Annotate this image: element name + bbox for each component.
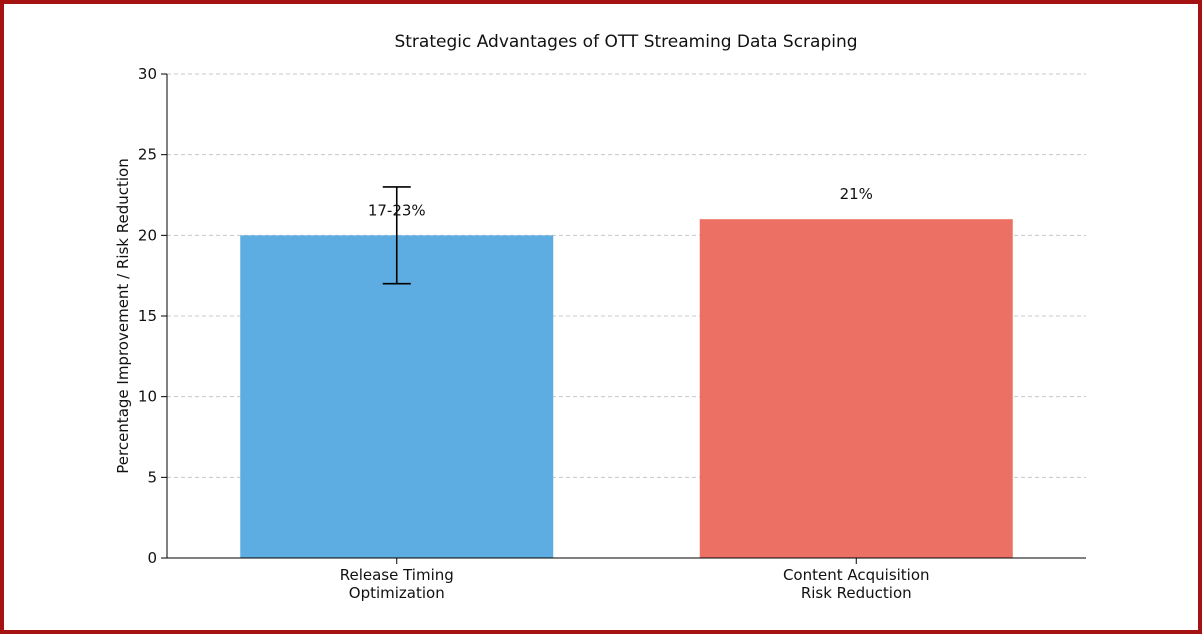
x-tick-label: Content Acquisition bbox=[783, 566, 930, 584]
chart-title: Strategic Advantages of OTT Streaming Da… bbox=[394, 32, 857, 52]
y-axis-label: Percentage Improvement / Risk Reduction bbox=[114, 158, 132, 474]
y-tick-label: 15 bbox=[138, 307, 157, 325]
bar bbox=[699, 219, 1013, 558]
data-label: 17-23% bbox=[368, 201, 426, 219]
x-tick-label: Risk Reduction bbox=[801, 584, 912, 602]
y-tick-label: 0 bbox=[147, 549, 157, 567]
y-tick-label: 10 bbox=[138, 388, 157, 406]
y-tick-label: 25 bbox=[138, 146, 157, 164]
bar bbox=[240, 235, 554, 559]
x-tick-label: Optimization bbox=[349, 584, 445, 602]
data-label: 21% bbox=[840, 185, 873, 203]
x-tick-label: Release Timing bbox=[340, 566, 454, 584]
y-tick-label: 5 bbox=[147, 468, 157, 486]
y-tick-label: 20 bbox=[138, 226, 157, 244]
y-tick-label: 30 bbox=[138, 65, 157, 83]
